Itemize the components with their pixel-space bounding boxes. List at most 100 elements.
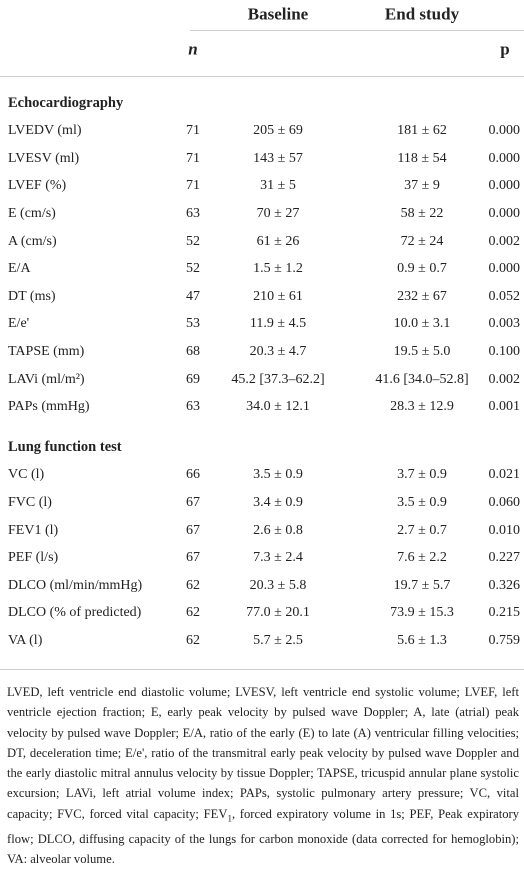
end-study-cell: 232 ± 67 xyxy=(397,288,447,304)
p-cell: 0.000 xyxy=(488,123,521,139)
n-cell: 62 xyxy=(186,605,200,621)
row-label: E (cm/s) xyxy=(8,206,56,221)
n-cell: 52 xyxy=(186,261,200,277)
end-study-cell: 72 ± 24 xyxy=(400,233,444,249)
end-study-cell: 28.3 ± 12.9 xyxy=(390,399,454,415)
baseline-cell: 11.9 ± 4.5 xyxy=(249,316,307,332)
header-rule xyxy=(0,76,524,77)
table-bottom-rule xyxy=(0,669,524,670)
footnote-text: , forced expiratory volume in 1s; PEF, P… xyxy=(7,806,520,866)
baseline-cell: 45.2 [37.3–62.2] xyxy=(231,371,325,387)
end-study-cell: 19.5 ± 5.0 xyxy=(393,344,451,359)
n-cell: 67 xyxy=(186,550,200,566)
column-header: p xyxy=(500,39,510,59)
end-study-cell: 7.6 ± 2.2 xyxy=(397,550,447,566)
row-label: LVESV (ml) xyxy=(8,150,80,166)
end-study-cell: 181 ± 62 xyxy=(397,123,447,139)
p-cell: 0.060 xyxy=(488,495,521,510)
end-study-cell: 3.7 ± 0.9 xyxy=(397,467,447,483)
p-cell: 0.021 xyxy=(488,467,521,483)
end-study-cell: 0.9 ± 0.7 xyxy=(397,261,447,277)
p-cell: 0.000 xyxy=(488,261,521,277)
end-study-cell: 3.5 ± 0.9 xyxy=(397,495,447,510)
n-cell: 63 xyxy=(186,399,200,415)
n-cell: 62 xyxy=(186,577,200,593)
baseline-cell: 3.4 ± 0.9 xyxy=(253,495,303,510)
n-cell: 53 xyxy=(186,316,200,332)
p-cell: 0.215 xyxy=(488,605,521,621)
row-label: FEV1 (l) xyxy=(8,522,59,538)
end-study-cell: 41.6 [34.0–52.8] xyxy=(375,371,469,387)
row-label: LVEDV (ml) xyxy=(8,123,82,139)
row-label: DT (ms) xyxy=(8,288,56,304)
end-study-cell: 10.0 ± 3.1 xyxy=(393,316,451,332)
n-cell: 71 xyxy=(186,123,200,139)
row-label: E/A xyxy=(8,261,31,277)
p-cell: 0.002 xyxy=(488,233,521,249)
n-cell: 69 xyxy=(186,371,200,387)
footnote-text: 1 xyxy=(227,813,232,824)
n-cell: 66 xyxy=(186,467,200,483)
baseline-cell: 1.5 ± 1.2 xyxy=(253,261,303,277)
row-label: E/e' xyxy=(8,316,30,332)
baseline-cell: 2.6 ± 0.8 xyxy=(253,522,303,538)
row-label: A (cm/s) xyxy=(8,233,57,249)
baseline-cell: 143 ± 57 xyxy=(253,150,303,166)
p-cell: 0.000 xyxy=(488,150,521,166)
end-study-cell: 19.7 ± 5.7 xyxy=(393,577,451,593)
n-cell: 47 xyxy=(186,288,200,304)
row-label: VC (l) xyxy=(8,467,45,483)
end-study-cell: 58 ± 22 xyxy=(400,206,444,221)
row-label: LAVi (ml/m²) xyxy=(8,371,85,387)
baseline-cell: 77.0 ± 20.1 xyxy=(246,605,310,621)
section-title: Lung function test xyxy=(8,438,122,455)
row-label: LVEF (%) xyxy=(8,178,67,194)
p-cell: 0.100 xyxy=(488,344,521,359)
n-cell: 63 xyxy=(186,206,200,221)
p-cell: 0.001 xyxy=(488,399,521,415)
row-label: VA (l) xyxy=(8,633,43,648)
p-cell: 0.759 xyxy=(488,633,521,648)
baseline-cell: 210 ± 61 xyxy=(253,288,303,304)
n-cell: 71 xyxy=(186,178,200,194)
end-study-cell: 2.7 ± 0.7 xyxy=(397,522,447,538)
row-label: DLCO (% of predicted) xyxy=(8,605,142,621)
row-label: TAPSE (mm) xyxy=(8,344,85,359)
baseline-cell: 34.0 ± 12.1 xyxy=(246,399,310,415)
row-label: PEF (l/s) xyxy=(8,550,59,566)
p-cell: 0.000 xyxy=(488,178,521,194)
end-study-cell: 5.6 ± 1.3 xyxy=(397,633,447,648)
baseline-cell: 7.3 ± 2.4 xyxy=(253,550,303,566)
baseline-cell: 205 ± 69 xyxy=(253,123,303,139)
end-study-cell: 73.9 ± 15.3 xyxy=(390,605,454,621)
column-header: End study xyxy=(384,4,460,24)
section-title: Echocardiography xyxy=(8,94,124,111)
n-cell: 68 xyxy=(186,344,200,359)
baseline-cell: 3.5 ± 0.9 xyxy=(253,467,303,483)
p-cell: 0.326 xyxy=(488,577,521,593)
baseline-cell: 20.3 ± 4.7 xyxy=(249,344,307,359)
p-cell: 0.052 xyxy=(488,288,521,304)
column-header: n xyxy=(188,39,198,59)
baseline-cell: 31 ± 5 xyxy=(260,178,296,194)
column-header: Baseline xyxy=(247,4,309,24)
p-cell: 0.000 xyxy=(488,206,521,221)
end-study-cell: 118 ± 54 xyxy=(397,150,447,166)
n-cell: 52 xyxy=(186,233,200,249)
footnote: LVED, left ventricle end diastolic volum… xyxy=(7,682,519,869)
p-cell: 0.010 xyxy=(488,522,521,538)
baseline-cell: 20.3 ± 5.8 xyxy=(249,577,307,593)
row-label: FVC (l) xyxy=(8,495,52,510)
header-rule xyxy=(190,30,524,31)
row-label: PAPs (mmHg) xyxy=(8,399,90,415)
baseline-cell: 5.7 ± 2.5 xyxy=(253,633,303,648)
baseline-cell: 70 ± 27 xyxy=(256,206,300,221)
footnote-text: LVED, left ventricle end diastolic volum… xyxy=(7,685,519,821)
baseline-cell: 61 ± 26 xyxy=(256,233,300,249)
p-cell: 0.227 xyxy=(488,550,521,566)
n-cell: 62 xyxy=(186,633,200,648)
row-label: DLCO (ml/min/mmHg) xyxy=(8,577,143,593)
n-cell: 67 xyxy=(186,495,200,510)
n-cell: 71 xyxy=(186,150,200,166)
